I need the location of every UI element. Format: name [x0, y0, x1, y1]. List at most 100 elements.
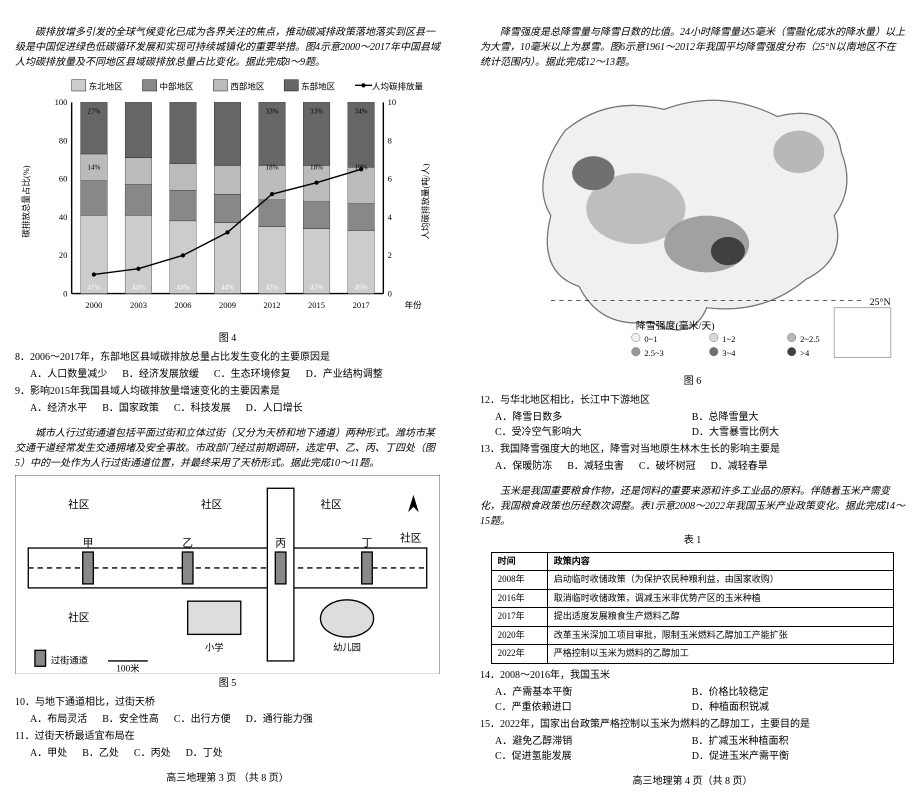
intro-snow: 降雪强度是总降雪量与降雪日数的比值。24小时降雪量达5毫米（雪融化成水的降水量）… [480, 25, 905, 70]
svg-text:社区: 社区 [400, 531, 422, 544]
q14-opt-b: B．价格比较稳定 [692, 685, 889, 700]
q8-opt-d: D．产业结构调整 [306, 367, 383, 382]
svg-text:0: 0 [388, 288, 392, 298]
svg-text:2~2.5: 2~2.5 [800, 334, 819, 344]
q9-opt-c: C．科技发展 [174, 401, 231, 416]
table-cell: 2016年 [491, 589, 547, 608]
svg-text:41%: 41% [87, 283, 100, 291]
q12-options: A．降雪日数多 B．总降雪量大 C．受冷空气影响大 D．大雪暴雪比例大 [480, 410, 905, 440]
figure-5: 社区社区社区社区社区小学幼儿园甲乙丙丁过街通道100米 图 5 [15, 475, 440, 691]
q8-opt-c: C．生态环境修复 [214, 367, 291, 382]
q10-opt-c: C．出行方便 [174, 712, 231, 727]
svg-text:14%: 14% [87, 163, 100, 171]
q15-opt-d: D．促进玉米产需平衡 [692, 749, 889, 764]
svg-text:丁: 丁 [362, 539, 373, 550]
q9-opt-d: D．人口增长 [246, 401, 303, 416]
q12-opt-b: B．总降雪量大 [692, 410, 889, 425]
svg-text:44%: 44% [221, 283, 234, 291]
table1-caption: 表 1 [480, 533, 905, 548]
q11-opt-a: A．甲处 [30, 746, 67, 761]
svg-text:100: 100 [55, 97, 68, 107]
q15-opt-b: B．扩减玉米种植面积 [692, 734, 889, 749]
table-cell: 取消临时收储政策，调减玉米非优势产区的玉米种植 [547, 589, 894, 608]
q12-opt-c: C．受冷空气影响大 [495, 425, 692, 440]
svg-text:46%: 46% [355, 283, 368, 291]
svg-text:小学: 小学 [205, 641, 224, 653]
question-10: 10．与地下通道相比，过街天桥 [15, 695, 440, 710]
svg-text:0: 0 [63, 288, 67, 298]
table-header: 时间 [491, 552, 547, 571]
figure-6: 25°N降雪强度(毫米/天)0~11~22~2.52.5~33~4>4 图 6 [480, 74, 905, 389]
svg-text:人均碳排放量: 人均碳排放量 [372, 82, 424, 92]
question-9: 9．影响2015年我国县域人均碳排放量增速变化的主要因素是 [15, 384, 440, 399]
q15-opt-a: A．避免乙醇滞销 [495, 734, 692, 749]
intro-corn: 玉米是我国重要粮食作物，还是饲料的重要来源和许多工业品的原料。伴随着玉米产需变化… [480, 484, 905, 529]
question-13: 13．我国降雪强度大的地区，降雪对当地原生林木生长的影响主要是 [480, 442, 905, 457]
svg-text:过街通道: 过街通道 [51, 655, 88, 667]
svg-text:东北地区: 东北地区 [89, 82, 124, 92]
table-cell: 启动临时收储政策（为保护农民种粮利益，由国家收购） [547, 571, 894, 590]
svg-text:2000: 2000 [85, 300, 102, 310]
svg-text:100米: 100米 [116, 663, 139, 675]
svg-text:2.5~3: 2.5~3 [644, 348, 663, 358]
svg-text:0~1: 0~1 [644, 334, 657, 344]
svg-text:降雪强度(毫米/天): 降雪强度(毫米/天) [636, 319, 715, 332]
svg-text:45%: 45% [310, 283, 323, 291]
q14-opt-d: D．种植面积锐减 [692, 700, 889, 715]
table-cell: 严格控制以玉米为燃料的乙醇加工 [547, 645, 894, 664]
question-8: 8．2006～2017年，东部地区县域碳排放总量占比发生变化的主要原因是 [15, 350, 440, 365]
svg-text:社区: 社区 [68, 498, 90, 511]
q11-options: A．甲处 B．乙处 C．丙处 D．丁处 [15, 746, 440, 761]
svg-text:1~2: 1~2 [722, 334, 735, 344]
q9-options: A．经济水平 B．国家政策 C．科技发展 D．人口增长 [15, 401, 440, 416]
svg-text:2009: 2009 [219, 300, 236, 310]
svg-text:18%: 18% [310, 163, 323, 171]
svg-text:44%: 44% [132, 283, 145, 291]
question-12: 12．与华北地区相比，长江中下游地区 [480, 393, 905, 408]
svg-text:2003: 2003 [130, 300, 147, 310]
svg-text:6: 6 [388, 174, 392, 184]
fig6-caption: 图 6 [480, 374, 905, 389]
q12-opt-d: D．大雪暴雪比例大 [692, 425, 889, 440]
figure-4: 东北地区中部地区西部地区东部地区人均碳排放量100806040200108642… [15, 74, 440, 346]
svg-text:2: 2 [388, 250, 392, 260]
svg-text:幼儿园: 幼儿园 [333, 641, 361, 653]
svg-text:碳排放总量占比(%): 碳排放总量占比(%) [21, 165, 31, 237]
q13-opt-a: A．保暖防冻 [495, 459, 552, 474]
table-row: 2008年启动临时收储政策（为保护农民种粮利益，由国家收购） [491, 571, 894, 590]
svg-text:社区: 社区 [201, 498, 223, 511]
q13-opt-c: C．破坏树冠 [639, 459, 696, 474]
q14-opt-a: A．产需基本平衡 [495, 685, 692, 700]
footer-p3: 高三地理第 3 页 （共 8 页） [15, 771, 440, 786]
page-4: 降雪强度是总降雪量与降雪日数的比值。24小时降雪量达5毫米（雪融化成水的降水量）… [475, 10, 910, 794]
svg-text:33%: 33% [310, 108, 323, 116]
svg-text:丙: 丙 [275, 539, 286, 550]
q13-opt-d: D．减轻春旱 [711, 459, 768, 474]
svg-text:80: 80 [59, 135, 68, 145]
svg-text:60: 60 [59, 174, 68, 184]
svg-text:社区: 社区 [320, 498, 342, 511]
q14-options: A．产需基本平衡 B．价格比较稳定 C．严重依赖进口 D．种植面积锐减 [480, 685, 905, 715]
svg-text:4: 4 [388, 212, 393, 222]
q10-opt-d: D．通行能力强 [246, 712, 313, 727]
table-cell: 提出适度发展粮食生产燃料乙醇 [547, 608, 894, 627]
fig4-caption: 图 4 [15, 331, 440, 346]
svg-text:8: 8 [388, 135, 392, 145]
svg-text:40: 40 [59, 212, 68, 222]
question-15: 15．2022年，国家出台政策严格控制以玉米为燃料的乙醇加工，主要目的是 [480, 717, 905, 732]
svg-text:25°N: 25°N [870, 297, 891, 308]
q8-opt-b: B．经济发展放缓 [122, 367, 199, 382]
svg-text:33%: 33% [266, 108, 279, 116]
svg-text:西部地区: 西部地区 [230, 82, 265, 92]
table-row: 2020年改革玉米深加工项目审批，限制玉米燃料乙醇加工产能扩张 [491, 626, 894, 645]
q10-opt-a: A．布局灵活 [30, 712, 87, 727]
svg-text:2015: 2015 [308, 300, 325, 310]
q9-opt-b: B．国家政策 [102, 401, 159, 416]
q8-options: A．人口数量减少 B．经济发展放缓 C．生态环境修复 D．产业结构调整 [15, 367, 440, 382]
q12-opt-a: A．降雪日数多 [495, 410, 692, 425]
q15-opt-c: C．促进氢能发展 [495, 749, 692, 764]
table-cell: 2022年 [491, 645, 547, 664]
svg-text:2012: 2012 [264, 300, 281, 310]
svg-text:社区: 社区 [68, 611, 90, 624]
svg-text:>4: >4 [800, 348, 810, 358]
